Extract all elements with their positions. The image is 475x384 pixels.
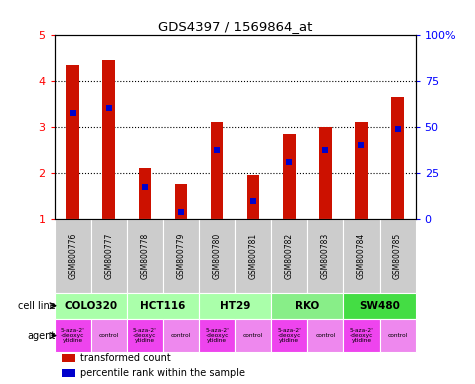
Text: control: control <box>243 333 263 338</box>
Text: GSM800779: GSM800779 <box>177 233 185 279</box>
FancyBboxPatch shape <box>307 219 343 293</box>
Text: RKO: RKO <box>295 301 320 311</box>
Text: 5-aza-2'
-deoxyc
ytidine: 5-aza-2' -deoxyc ytidine <box>205 328 229 343</box>
Text: 5-aza-2'
-deoxyc
ytidine: 5-aza-2' -deoxyc ytidine <box>277 328 301 343</box>
Text: GSM800783: GSM800783 <box>321 233 330 279</box>
FancyBboxPatch shape <box>343 293 416 319</box>
Bar <box>175 184 187 219</box>
Text: GSM800784: GSM800784 <box>357 233 366 279</box>
FancyBboxPatch shape <box>271 293 343 319</box>
Bar <box>283 134 295 219</box>
Bar <box>139 168 151 219</box>
FancyBboxPatch shape <box>199 319 235 353</box>
Text: GSM800776: GSM800776 <box>68 233 77 279</box>
FancyBboxPatch shape <box>163 219 199 293</box>
Text: cell line: cell line <box>18 301 56 311</box>
FancyBboxPatch shape <box>271 219 307 293</box>
Text: percentile rank within the sample: percentile rank within the sample <box>80 368 245 378</box>
Text: GSM800782: GSM800782 <box>285 233 294 279</box>
FancyBboxPatch shape <box>163 319 199 353</box>
Bar <box>62 354 75 362</box>
FancyBboxPatch shape <box>343 219 380 293</box>
Text: COLO320: COLO320 <box>64 301 117 311</box>
FancyBboxPatch shape <box>55 319 91 353</box>
Bar <box>66 65 79 219</box>
FancyBboxPatch shape <box>235 319 271 353</box>
Text: control: control <box>388 333 408 338</box>
Text: control: control <box>171 333 191 338</box>
Text: 5-aza-2'
-deoxyc
ytidine: 5-aza-2' -deoxyc ytidine <box>133 328 157 343</box>
FancyBboxPatch shape <box>235 219 271 293</box>
FancyBboxPatch shape <box>380 219 416 293</box>
FancyBboxPatch shape <box>91 219 127 293</box>
FancyBboxPatch shape <box>55 219 91 293</box>
Text: HCT116: HCT116 <box>140 301 186 311</box>
Text: control: control <box>99 333 119 338</box>
FancyBboxPatch shape <box>199 293 271 319</box>
Bar <box>62 369 75 377</box>
Text: 5-aza-2'
-deoxyc
ytidine: 5-aza-2' -deoxyc ytidine <box>350 328 373 343</box>
FancyBboxPatch shape <box>271 319 307 353</box>
Text: 5-aza-2'
-deoxyc
ytidine: 5-aza-2' -deoxyc ytidine <box>61 328 85 343</box>
Bar <box>391 97 404 219</box>
Bar <box>211 122 223 219</box>
Title: GDS4397 / 1569864_at: GDS4397 / 1569864_at <box>158 20 313 33</box>
Bar <box>319 127 332 219</box>
Text: GSM800780: GSM800780 <box>213 233 221 279</box>
FancyBboxPatch shape <box>91 319 127 353</box>
FancyBboxPatch shape <box>343 319 380 353</box>
FancyBboxPatch shape <box>307 319 343 353</box>
FancyBboxPatch shape <box>199 219 235 293</box>
Bar <box>355 122 368 219</box>
Text: GSM800778: GSM800778 <box>141 233 149 279</box>
Text: GSM800781: GSM800781 <box>249 233 257 279</box>
FancyBboxPatch shape <box>127 219 163 293</box>
FancyBboxPatch shape <box>127 319 163 353</box>
Text: control: control <box>315 333 335 338</box>
Text: HT29: HT29 <box>220 301 250 311</box>
Text: GSM800785: GSM800785 <box>393 233 402 279</box>
Text: SW480: SW480 <box>359 301 400 311</box>
FancyBboxPatch shape <box>55 293 127 319</box>
FancyBboxPatch shape <box>380 319 416 353</box>
FancyBboxPatch shape <box>127 293 199 319</box>
Bar <box>247 175 259 219</box>
Text: GSM800777: GSM800777 <box>104 233 113 279</box>
Bar <box>103 60 115 219</box>
Text: agent: agent <box>27 331 56 341</box>
Text: transformed count: transformed count <box>80 353 171 363</box>
